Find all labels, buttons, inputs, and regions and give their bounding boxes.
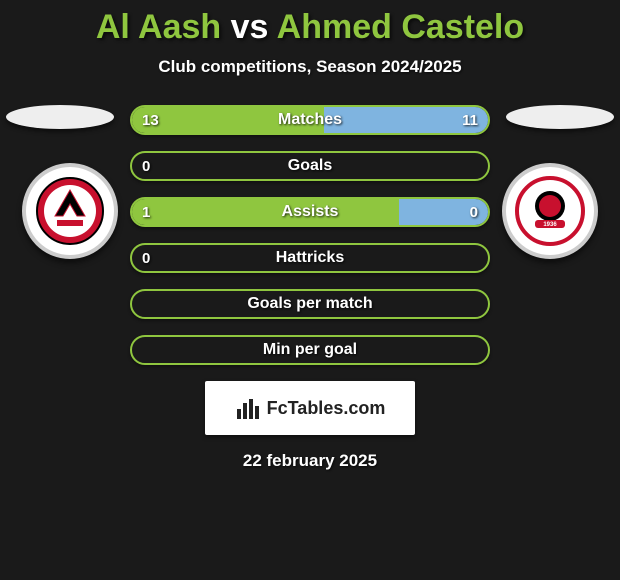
stat-value-right: 11 bbox=[428, 107, 478, 133]
subtitle: Club competitions, Season 2024/2025 bbox=[0, 57, 620, 77]
ghazl-badge-icon: 1936 bbox=[515, 176, 585, 246]
player-placeholder-right bbox=[506, 105, 614, 129]
stat-value-left: 0 bbox=[142, 153, 192, 179]
player-placeholder-left bbox=[6, 105, 114, 129]
svg-text:1936: 1936 bbox=[543, 222, 557, 228]
stat-value-left: 0 bbox=[142, 245, 192, 271]
stat-row: Assists10 bbox=[130, 197, 490, 227]
stat-row: Goals0 bbox=[130, 151, 490, 181]
stat-value-left: 13 bbox=[142, 107, 192, 133]
watermark: FcTables.com bbox=[205, 381, 415, 435]
club-logo-left bbox=[22, 163, 118, 259]
stat-row: Goals per match bbox=[130, 289, 490, 319]
stat-value-right: 0 bbox=[428, 199, 478, 225]
al-ahly-badge-icon bbox=[35, 176, 105, 246]
comparison-body: 1936 Matches1311Goals0Assists10Hattricks… bbox=[0, 105, 620, 471]
bar-chart-icon bbox=[235, 395, 261, 421]
watermark-text: FcTables.com bbox=[267, 398, 386, 419]
stat-row: Hattricks0 bbox=[130, 243, 490, 273]
stat-value-left: 1 bbox=[142, 199, 192, 225]
club-logo-right: 1936 bbox=[502, 163, 598, 259]
stat-row: Min per goal bbox=[130, 335, 490, 365]
date-line: 22 february 2025 bbox=[0, 451, 620, 471]
stat-row: Matches1311 bbox=[130, 105, 490, 135]
title-vs: vs bbox=[221, 8, 276, 46]
stat-label: Min per goal bbox=[132, 337, 488, 363]
stat-label: Goals per match bbox=[132, 291, 488, 317]
title-player-right: Ahmed Castelo bbox=[277, 8, 525, 46]
stats-container: Matches1311Goals0Assists10Hattricks0Goal… bbox=[130, 105, 490, 365]
page-title: Al Aash vs Ahmed Castelo bbox=[0, 0, 620, 47]
title-player-left: Al Aash bbox=[96, 8, 221, 46]
